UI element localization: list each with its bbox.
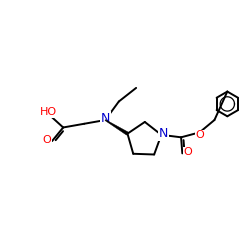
Polygon shape [105, 120, 128, 135]
Text: N: N [100, 112, 110, 124]
Text: O: O [184, 147, 192, 157]
Text: HO: HO [40, 107, 57, 117]
Text: O: O [42, 135, 51, 145]
Text: O: O [195, 130, 204, 140]
Text: N: N [158, 127, 168, 140]
